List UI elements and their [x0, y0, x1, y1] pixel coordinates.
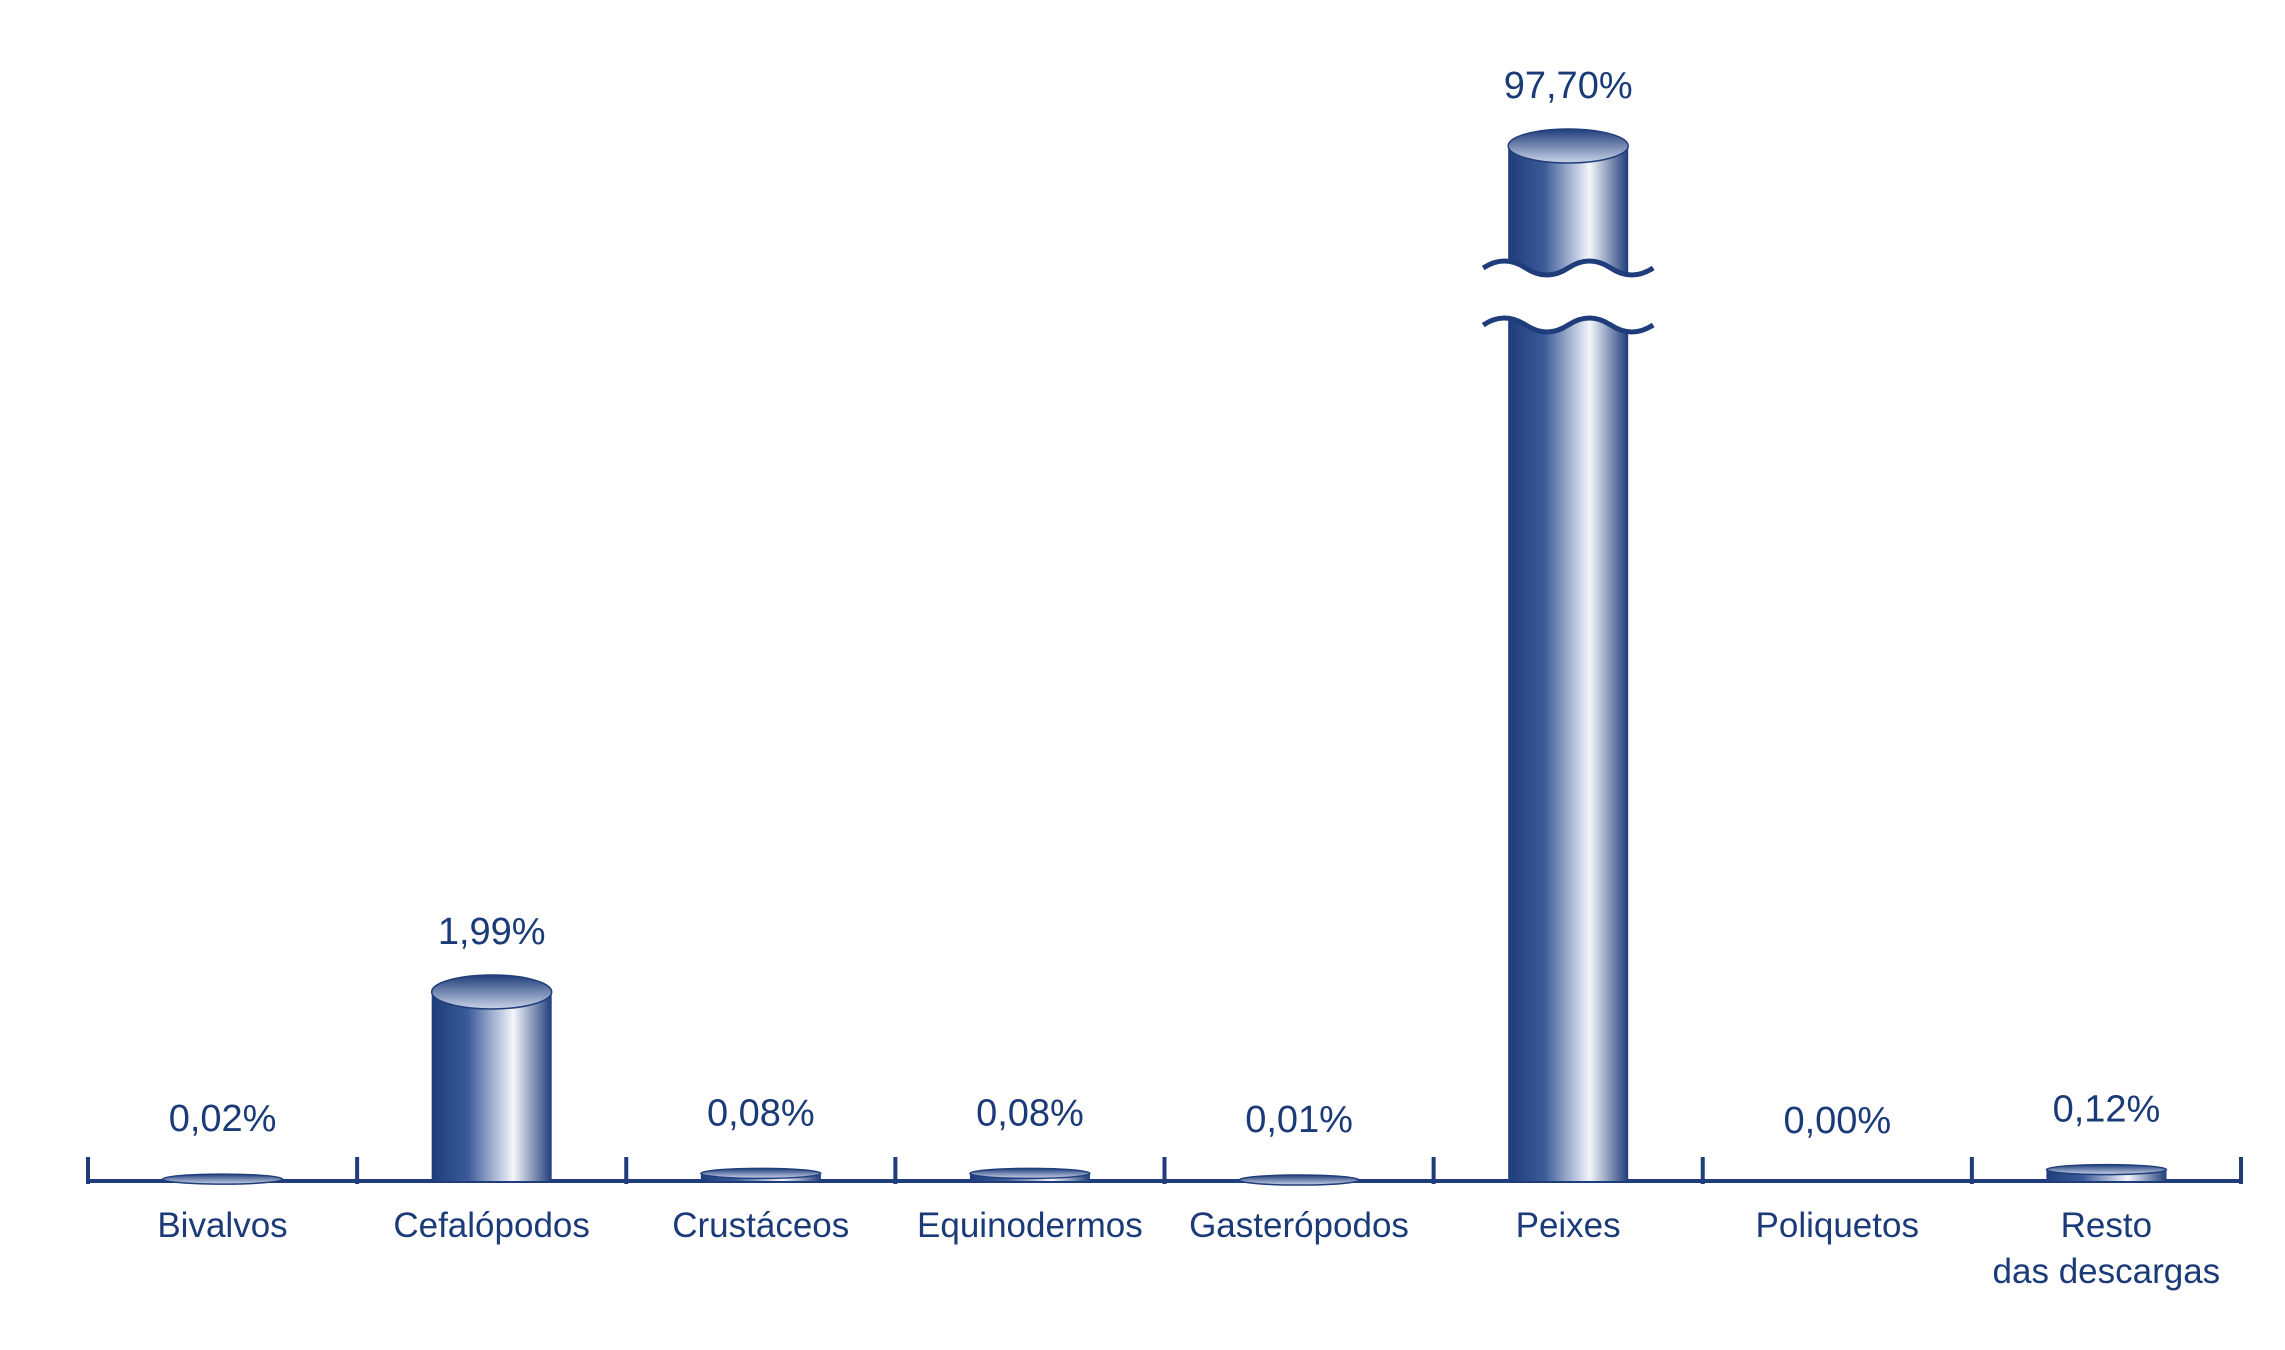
x-tick-label: Equinodermos [917, 1206, 1143, 1245]
value-label: 0,02% [169, 1098, 277, 1140]
axis-break-gap [1483, 261, 1654, 332]
x-tick-label: Crustáceos [672, 1206, 850, 1245]
axis-break-line [1481, 258, 1655, 278]
value-label: 97,70% [1504, 65, 1633, 107]
value-label: 0,12% [2053, 1089, 2161, 1131]
bar-cap [969, 1167, 1091, 1180]
value-label: 0,01% [1245, 1099, 1353, 1141]
value-label: 0,08% [976, 1092, 1084, 1134]
bar-cap [430, 974, 553, 1010]
value-label: 0,08% [707, 1092, 815, 1134]
bar-cap [2045, 1163, 2168, 1176]
axis-break-line [1481, 315, 1655, 335]
value-label: 0,00% [1783, 1100, 1891, 1142]
x-tick-label: Cefalópodos [393, 1206, 590, 1245]
x-tick-label: Resto das descargas [1992, 1206, 2221, 1291]
x-tick-label: Poliquetos [1755, 1206, 1919, 1245]
x-tick-label: Peixes [1515, 1206, 1621, 1245]
bar-cap [161, 1173, 284, 1185]
x-tick-label: Gasterópodos [1189, 1206, 1409, 1245]
bar-cap [700, 1167, 822, 1180]
x-tick-label: Bivalvos [157, 1206, 288, 1245]
bar-cap [1238, 1174, 1360, 1186]
bar-cap [1507, 128, 1629, 164]
value-label: 1,99% [438, 911, 546, 953]
bar [431, 991, 552, 1181]
